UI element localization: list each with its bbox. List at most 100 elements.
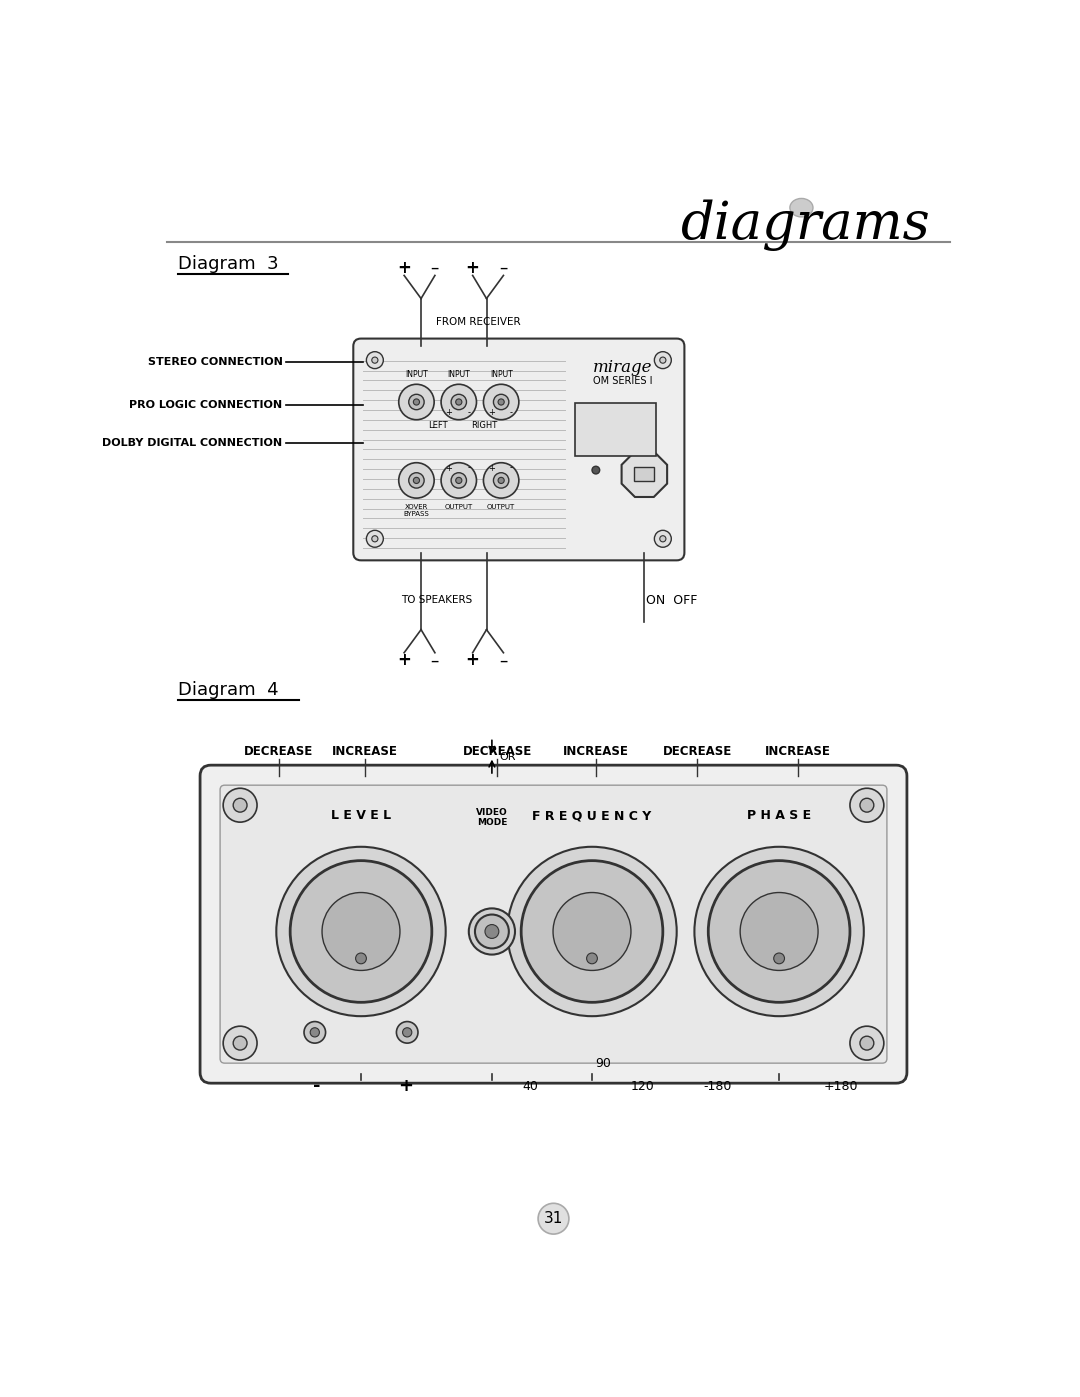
Text: DECREASE: DECREASE: [663, 745, 732, 757]
Circle shape: [484, 384, 518, 419]
Circle shape: [396, 1021, 418, 1044]
Text: OUTPUT: OUTPUT: [487, 504, 515, 510]
Circle shape: [399, 462, 434, 499]
Circle shape: [494, 394, 509, 409]
Text: DOLBY DIGITAL CONNECTION: DOLBY DIGITAL CONNECTION: [103, 439, 283, 448]
Text: XOVER
BYPASS: XOVER BYPASS: [404, 504, 430, 517]
Circle shape: [322, 893, 400, 971]
Circle shape: [456, 400, 462, 405]
Circle shape: [414, 400, 419, 405]
Text: –: –: [499, 258, 508, 277]
Text: F R E Q U E N C Y: F R E Q U E N C Y: [532, 809, 651, 823]
Text: mirage: mirage: [593, 359, 652, 376]
Text: -: -: [510, 408, 513, 418]
Circle shape: [708, 861, 850, 1002]
Text: INCREASE: INCREASE: [332, 745, 397, 757]
Circle shape: [355, 953, 366, 964]
Circle shape: [498, 400, 504, 405]
Circle shape: [553, 893, 631, 971]
Text: -: -: [468, 464, 470, 472]
Circle shape: [372, 358, 378, 363]
Circle shape: [586, 953, 597, 964]
Circle shape: [508, 847, 677, 1016]
Text: PRO LOGIC CONNECTION: PRO LOGIC CONNECTION: [130, 400, 283, 409]
Text: +: +: [397, 651, 411, 669]
Circle shape: [694, 847, 864, 1016]
Circle shape: [654, 352, 672, 369]
Circle shape: [475, 915, 509, 949]
Circle shape: [305, 1021, 325, 1044]
Circle shape: [408, 394, 424, 409]
Circle shape: [291, 861, 432, 1002]
Circle shape: [366, 531, 383, 548]
Circle shape: [860, 1037, 874, 1051]
Circle shape: [224, 788, 257, 823]
Text: TO SPEAKERS: TO SPEAKERS: [401, 595, 472, 605]
Text: L E V E L: L E V E L: [330, 809, 391, 823]
Circle shape: [399, 384, 434, 419]
Ellipse shape: [789, 198, 813, 217]
Text: ON  OFF: ON OFF: [646, 594, 697, 606]
Text: +: +: [445, 408, 453, 418]
Text: INPUT: INPUT: [447, 370, 470, 379]
Text: +: +: [465, 651, 480, 669]
Text: VIDEO
MODE: VIDEO MODE: [476, 807, 508, 827]
Text: +: +: [445, 464, 453, 472]
Circle shape: [233, 1037, 247, 1051]
FancyBboxPatch shape: [353, 338, 685, 560]
Circle shape: [310, 1028, 320, 1037]
Circle shape: [654, 531, 672, 548]
Text: INPUT: INPUT: [405, 370, 428, 379]
Text: -180: -180: [703, 1080, 731, 1092]
Circle shape: [860, 798, 874, 812]
Text: Diagram  3: Diagram 3: [178, 254, 279, 272]
Circle shape: [441, 384, 476, 419]
Text: +: +: [399, 1077, 414, 1095]
Circle shape: [850, 1027, 883, 1060]
Text: INCREASE: INCREASE: [563, 745, 629, 757]
Text: +: +: [465, 258, 480, 277]
Text: +: +: [397, 258, 411, 277]
Bar: [575, 404, 656, 455]
Circle shape: [233, 798, 247, 812]
Text: diagrams: diagrams: [681, 200, 931, 251]
Circle shape: [538, 1203, 569, 1234]
Circle shape: [408, 472, 424, 488]
Text: P H A S E: P H A S E: [747, 809, 811, 823]
Text: 31: 31: [544, 1211, 563, 1227]
Circle shape: [494, 472, 509, 488]
Text: Diagram  4: Diagram 4: [178, 682, 279, 700]
FancyBboxPatch shape: [200, 766, 907, 1083]
Text: OUTPUT: OUTPUT: [445, 504, 473, 510]
Circle shape: [850, 788, 883, 823]
Circle shape: [498, 478, 504, 483]
Circle shape: [441, 462, 476, 499]
Circle shape: [276, 847, 446, 1016]
Circle shape: [451, 394, 467, 409]
Text: OM SERIES I: OM SERIES I: [593, 376, 652, 386]
Text: +: +: [488, 464, 495, 472]
Circle shape: [414, 478, 419, 483]
Circle shape: [456, 478, 462, 483]
Text: –: –: [499, 651, 508, 669]
Text: -: -: [312, 1077, 320, 1095]
Text: STEREO CONNECTION: STEREO CONNECTION: [148, 356, 283, 366]
Text: INPUT: INPUT: [489, 370, 513, 379]
Text: RIGHT: RIGHT: [471, 420, 497, 430]
Bar: [634, 467, 654, 481]
Text: 40: 40: [523, 1080, 538, 1092]
Circle shape: [451, 472, 467, 488]
FancyBboxPatch shape: [220, 785, 887, 1063]
Text: INCREASE: INCREASE: [765, 745, 831, 757]
Text: LEFT: LEFT: [428, 420, 447, 430]
Circle shape: [485, 925, 499, 939]
Circle shape: [773, 953, 784, 964]
Text: 120: 120: [630, 1080, 653, 1092]
Circle shape: [660, 358, 666, 363]
Text: OR: OR: [500, 752, 516, 761]
Circle shape: [740, 893, 818, 971]
Text: FROM RECEIVER: FROM RECEIVER: [436, 317, 522, 327]
Circle shape: [469, 908, 515, 954]
Circle shape: [403, 1028, 411, 1037]
Circle shape: [660, 535, 666, 542]
